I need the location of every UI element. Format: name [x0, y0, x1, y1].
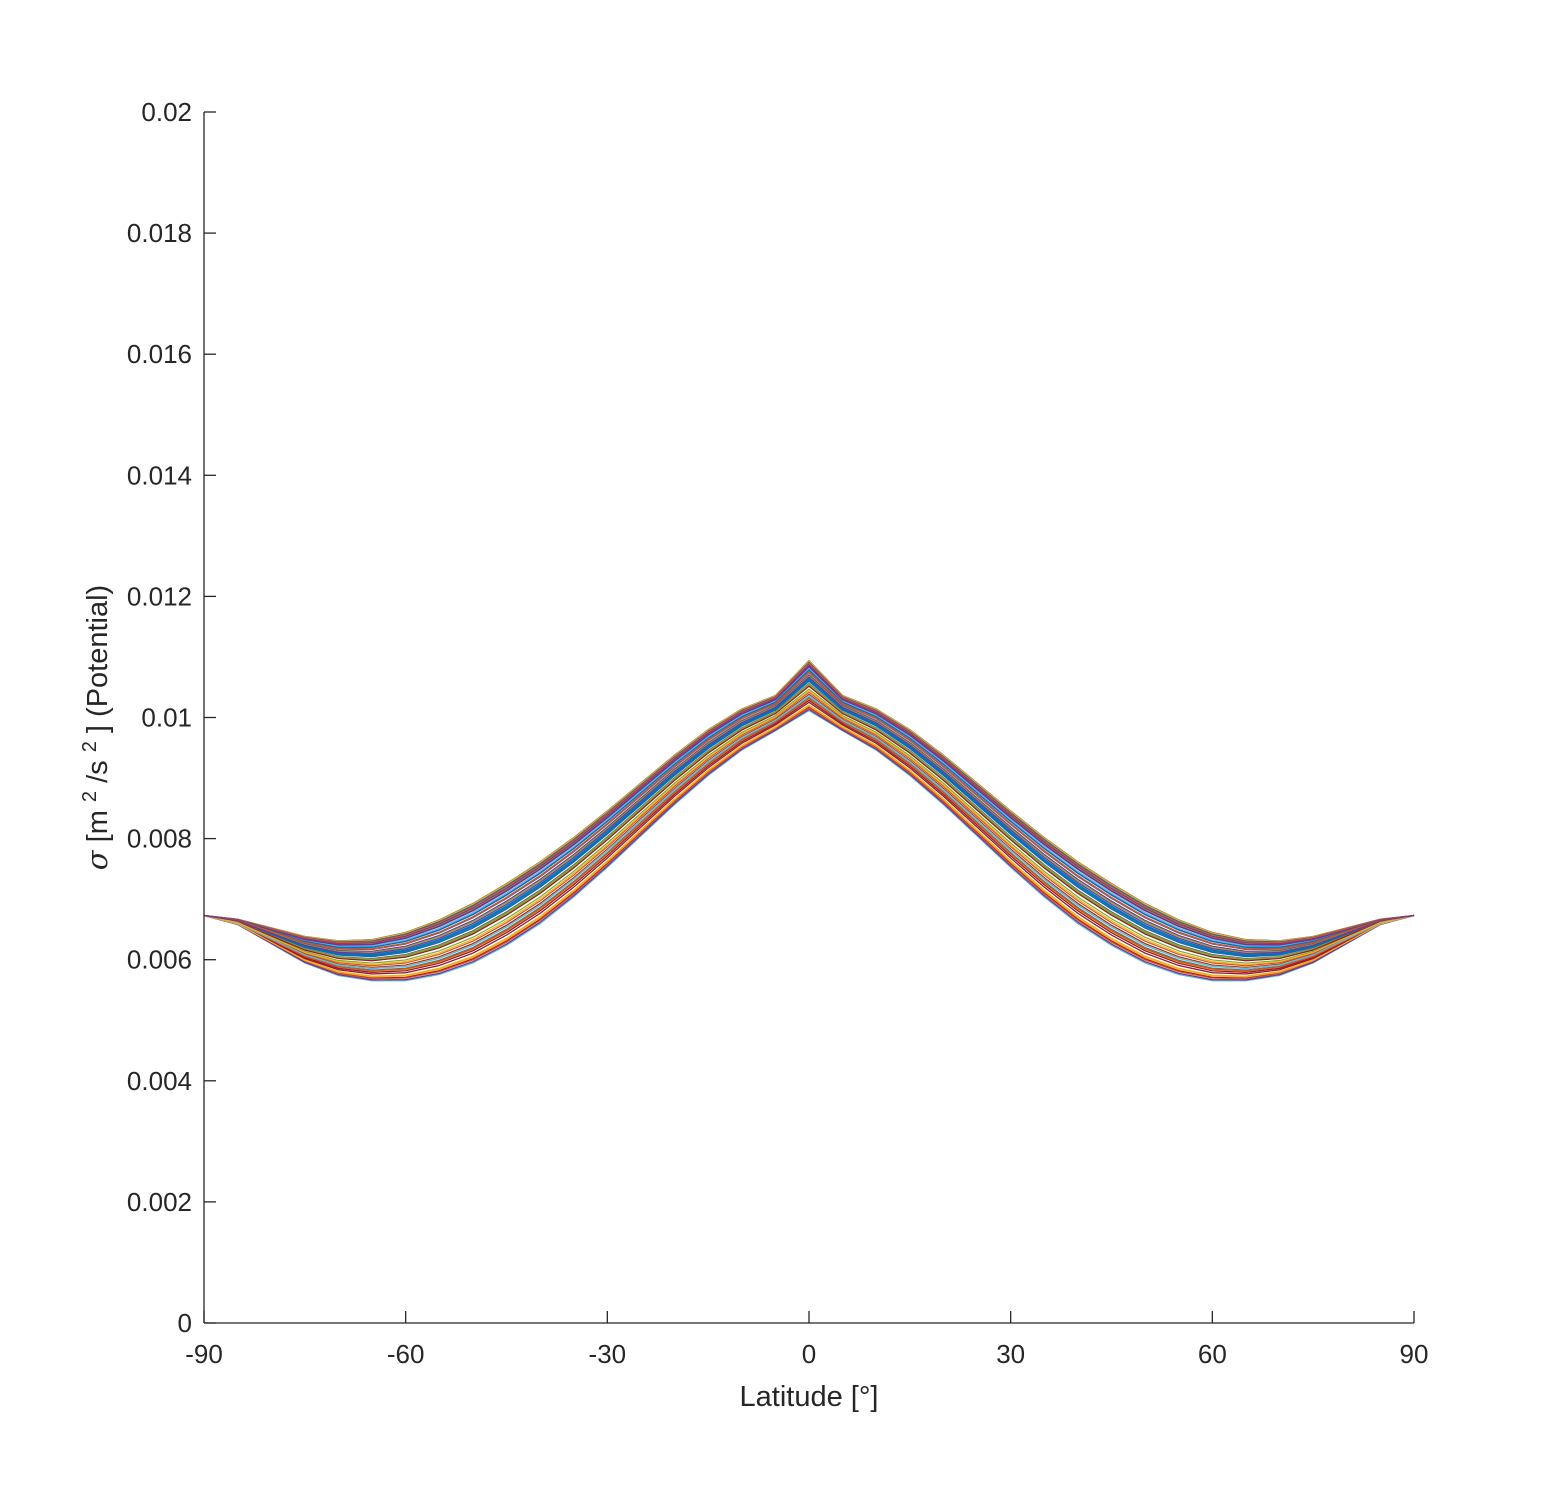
series-line: [203, 699, 1415, 973]
series-line: [203, 667, 1415, 947]
series-line: [203, 699, 1415, 973]
series-line: [203, 671, 1415, 950]
series-line: [203, 671, 1415, 951]
x-tick-label: -30: [589, 1339, 627, 1369]
series-line: [203, 685, 1415, 962]
y-tick-label: 0.018: [127, 218, 192, 248]
series-line: [203, 688, 1415, 964]
y-ticks: 0 0.002 0.004 0.006 0.008 0.01 0.012 0.014 0.016…: [127, 97, 216, 1338]
series-line: [203, 679, 1415, 957]
series-curves: [203, 659, 1415, 982]
y-tick-label: 0.008: [127, 824, 192, 854]
x-tick-label: 60: [1198, 1339, 1227, 1369]
series-line: [203, 674, 1415, 952]
y-axis-label-part: ] (Potential): [82, 585, 114, 733]
x-tick-label: -90: [185, 1339, 223, 1369]
series-line: [203, 685, 1415, 962]
series-line: [203, 683, 1415, 960]
series-line: [203, 695, 1415, 970]
series-line: [203, 709, 1415, 982]
series-line: [203, 684, 1415, 961]
series-line: [203, 677, 1415, 955]
series-line: [203, 662, 1415, 944]
series-line: [203, 708, 1415, 981]
series-line: [203, 671, 1415, 950]
x-tick-label: 90: [1400, 1339, 1429, 1369]
series-line: [203, 671, 1415, 950]
y-tick-label: 0.004: [127, 1066, 192, 1096]
series-line: [203, 697, 1415, 972]
series-line: [203, 698, 1415, 973]
series-line: [203, 680, 1415, 958]
series-line: [203, 705, 1415, 978]
series-line: [203, 663, 1415, 945]
series-line: [203, 701, 1415, 975]
y-tick-label: 0.01: [141, 703, 192, 733]
series-line: [203, 699, 1415, 973]
series-line: [203, 701, 1415, 975]
series-line: [203, 664, 1415, 945]
series-line: [203, 707, 1415, 980]
series-line: [203, 690, 1415, 966]
y-tick-label: 0.002: [127, 1187, 192, 1217]
series-line: [203, 683, 1415, 960]
series-line: [203, 694, 1415, 969]
series-line: [203, 693, 1415, 969]
axes: [203, 112, 1414, 1324]
y-axis-label-superscript: 2: [79, 791, 101, 802]
y-tick-label: 0.014: [127, 460, 192, 490]
series-line: [203, 697, 1415, 972]
series-line: [203, 660, 1415, 942]
x-tick-label: 0: [802, 1339, 816, 1369]
series-line: [203, 704, 1415, 977]
series-line: [203, 675, 1415, 953]
y-tick-label: 0.006: [127, 945, 192, 975]
series-line: [203, 661, 1415, 943]
y-axis-label: σ [m 2 /s 2 ] (Potential): [79, 585, 114, 870]
y-tick-label: 0: [178, 1308, 192, 1338]
y-axis-label-symbol: σ: [80, 849, 114, 870]
series-line: [203, 665, 1415, 946]
series-line: [203, 706, 1415, 979]
series-line: [203, 696, 1415, 971]
series-line: [203, 660, 1415, 943]
x-axis-label: Latitude [°]: [740, 1381, 879, 1413]
y-axis-label-part: /s: [82, 760, 114, 783]
series-line: [203, 669, 1415, 948]
y-axis-label-part: [m: [82, 810, 114, 842]
series-line: [203, 671, 1415, 950]
y-axis-label-superscript: 2: [79, 741, 101, 752]
series-line: [203, 691, 1415, 967]
series-line: [203, 676, 1415, 955]
series-line: [203, 697, 1415, 972]
y-tick-label: 0.02: [141, 97, 192, 127]
x-tick-label: 30: [996, 1339, 1025, 1369]
series-line: [203, 678, 1415, 956]
series-line: [203, 680, 1415, 958]
series-line: [203, 682, 1415, 960]
series-line: [203, 704, 1415, 977]
y-tick-label: 0.012: [127, 581, 192, 611]
x-ticks: -90 -60 -30 0 30 60 90: [185, 1311, 1428, 1369]
series-line: [203, 669, 1415, 948]
y-tick-label: 0.016: [127, 339, 192, 369]
series-line: [203, 698, 1415, 973]
x-tick-label: -60: [387, 1339, 425, 1369]
